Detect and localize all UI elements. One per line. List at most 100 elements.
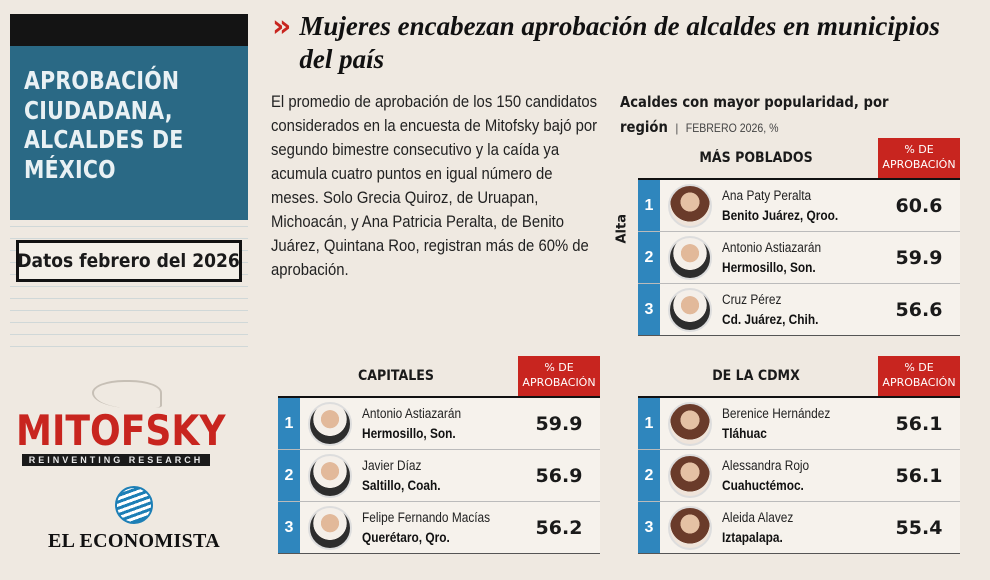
ranking-row: 1 Antonio Astiazarán Hermosillo, Son. 59… <box>278 398 600 450</box>
mayor-name: Javier Díaz <box>362 457 422 473</box>
pct-badge-line2: APROBACIÓN <box>522 376 596 389</box>
panel-title: DE LA CDMX <box>712 368 800 384</box>
mayor-place: Tláhuac <box>722 425 767 441</box>
mayor-name: Cruz Pérez <box>722 291 782 307</box>
rank-number: 3 <box>638 284 660 335</box>
region-title-line1: Acaldes con mayor popularidad, por <box>620 93 889 111</box>
headline: » Mujeres encabezan aprobación de alcald… <box>272 10 972 76</box>
approval-value: 56.6 <box>895 298 943 321</box>
panel-cdmx: DE LA CDMX % DE APROBACIÓN 1 Berenice He… <box>638 356 960 554</box>
mitofsky-logo: MITOFSKY REINVENTING RESEARCH <box>16 380 240 466</box>
sidebar-title-box: APROBACIÓN CIUDADANA, ALCALDES DE MÉXICO <box>10 46 248 220</box>
bird-icon <box>92 380 162 408</box>
rank-number: 2 <box>638 232 660 283</box>
sidebar-title-line: CIUDADANA, <box>24 95 173 125</box>
ranking-row: 1 Ana Paty Peralta Benito Juárez, Qroo. … <box>638 180 960 232</box>
pct-badge-line1: % DE <box>904 361 934 374</box>
mayor-place: Cuahuctémoc. <box>722 477 804 493</box>
date-box: Datos febrero del 2026 <box>16 240 242 282</box>
avatar <box>668 183 712 228</box>
alta-label-wrap: Alta <box>614 212 634 252</box>
rank-number: 3 <box>638 502 660 553</box>
mayor-name: Felipe Fernando Macías <box>362 509 491 525</box>
ranking-list: 1 Antonio Astiazarán Hermosillo, Son. 59… <box>278 396 600 554</box>
ranking-row: 2 Antonio Astiazarán Hermosillo, Son. 59… <box>638 232 960 284</box>
economista-wordmark: EL ECONOMISTA <box>48 530 220 552</box>
avatar <box>668 505 712 550</box>
globe-icon <box>115 486 153 524</box>
ranking-row: 3 Felipe Fernando Macías Querétaro, Qro.… <box>278 502 600 554</box>
pct-badge-line1: % DE <box>904 143 934 156</box>
region-title-line2: región <box>620 118 668 136</box>
chevron-icon: » <box>272 9 292 44</box>
ranking-row: 2 Javier Díaz Saltillo, Coah. 56.9 <box>278 450 600 502</box>
pct-badge-line2: APROBACIÓN <box>882 158 956 171</box>
rank-number: 3 <box>278 502 300 553</box>
mayor-name: Berenice Hernández <box>722 405 831 421</box>
pct-badge: % DE APROBACIÓN <box>518 356 600 396</box>
region-header: Acaldes con mayor popularidad, por regió… <box>620 90 970 141</box>
date-label: Datos febrero del 2026 <box>17 250 241 272</box>
mayor-name: Ana Paty Peralta <box>722 187 812 203</box>
approval-value: 55.4 <box>895 516 943 539</box>
mayor-name: Alessandra Rojo <box>722 457 810 473</box>
mayor-place: Hermosillo, Son. <box>362 425 456 441</box>
panel-mas-poblados: MÁS POBLADOS % DE APROBACIÓN 1 Ana Paty … <box>638 138 960 336</box>
mayor-place: Benito Juárez, Qroo. <box>722 207 839 223</box>
economista-logo: EL ECONOMISTA <box>34 486 234 553</box>
avatar <box>308 401 352 446</box>
panel-header: DE LA CDMX % DE APROBACIÓN <box>638 356 960 396</box>
mayor-place: Cd. Juárez, Chih. <box>722 311 819 327</box>
panel-title: CAPITALES <box>357 368 434 384</box>
avatar <box>668 401 712 446</box>
approval-value: 56.2 <box>535 516 583 539</box>
sidebar-top-bar <box>10 14 248 46</box>
ranking-row: 2 Alessandra Rojo Cuahuctémoc. 56.1 <box>638 450 960 502</box>
sidebar-title-line: ALCALDES DE <box>24 125 184 154</box>
rank-number: 1 <box>638 398 660 449</box>
sidebar-title-line: APROBACIÓN <box>24 66 180 95</box>
ranking-row: 3 Cruz Pérez Cd. Juárez, Chih. 56.6 <box>638 284 960 336</box>
mitofsky-wordmark: MITOFSKY <box>16 406 226 455</box>
ranking-list: 1 Ana Paty Peralta Benito Juárez, Qroo. … <box>638 178 960 336</box>
mayor-place: Iztapalapa. <box>722 529 783 545</box>
avatar <box>668 453 712 498</box>
approval-value: 56.1 <box>895 412 943 435</box>
mayor-name: Antonio Astiazarán <box>362 405 462 421</box>
avatar <box>308 453 352 498</box>
body-paragraph: El promedio de aprobación de los 150 can… <box>271 93 598 279</box>
pct-badge: % DE APROBACIÓN <box>878 138 960 178</box>
avatar <box>308 505 352 550</box>
panel-header: MÁS POBLADOS % DE APROBACIÓN <box>638 138 960 178</box>
pct-badge-line1: % DE <box>544 361 574 374</box>
region-subtitle: FEBRERO 2026, % <box>685 121 779 135</box>
pct-badge: % DE APROBACIÓN <box>878 356 960 396</box>
headline-text: Mujeres encabezan aprobación de alcaldes… <box>299 11 940 74</box>
rank-number: 2 <box>278 450 300 501</box>
region-title: Acaldes con mayor popularidad, por regió… <box>620 90 928 141</box>
sidebar-title-line: MÉXICO <box>24 154 116 184</box>
approval-value: 56.9 <box>535 464 583 487</box>
region-subtitle-divider: | <box>672 121 682 135</box>
mayor-place: Querétaro, Qro. <box>362 529 450 545</box>
sidebar: APROBACIÓN CIUDADANA, ALCALDES DE MÉXICO… <box>10 14 248 574</box>
alta-label: Alta <box>614 213 630 244</box>
panel-header: CAPITALES % DE APROBACIÓN <box>278 356 600 396</box>
ranking-row: 3 Aleida Alavez Iztapalapa. 55.4 <box>638 502 960 554</box>
panel-title: MÁS POBLADOS <box>699 150 813 166</box>
approval-value: 60.6 <box>895 194 943 217</box>
avatar <box>668 287 712 332</box>
approval-value: 59.9 <box>895 246 943 269</box>
approval-value: 56.1 <box>895 464 943 487</box>
panel-capitales: CAPITALES % DE APROBACIÓN 1 Antonio Asti… <box>278 356 600 554</box>
mitofsky-tagline: REINVENTING RESEARCH <box>22 454 210 466</box>
mayor-name: Aleida Alavez <box>722 509 794 525</box>
rank-number: 1 <box>638 180 660 231</box>
mayor-name: Antonio Astiazarán <box>722 239 822 255</box>
mayor-place: Hermosillo, Son. <box>722 259 816 275</box>
mayor-place: Saltillo, Coah. <box>362 477 441 493</box>
rank-number: 2 <box>638 450 660 501</box>
wave-pattern: Datos febrero del 2026 <box>10 220 248 350</box>
ranking-row: 1 Berenice Hernández Tláhuac 56.1 <box>638 398 960 450</box>
ranking-list: 1 Berenice Hernández Tláhuac 56.1 2 Ales… <box>638 396 960 554</box>
